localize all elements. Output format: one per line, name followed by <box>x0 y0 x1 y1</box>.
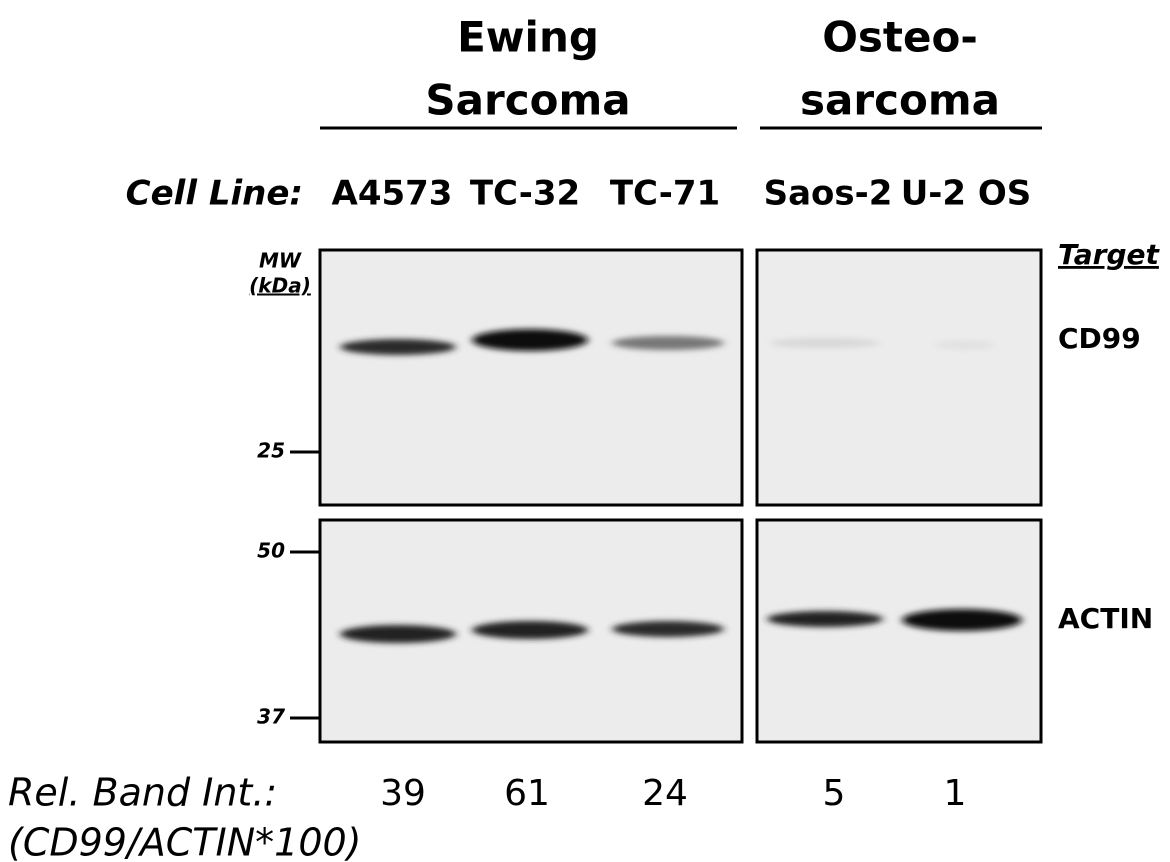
blot-panel <box>320 250 742 505</box>
mw-label: (kDa) <box>249 274 311 298</box>
target: CD99 <box>1058 322 1141 355</box>
rel-label: Rel. Band Int.: <box>8 771 277 815</box>
target: ACTIN <box>1058 602 1153 635</box>
cell-line: TC-32 <box>470 174 580 214</box>
mw-marker: 50 <box>257 539 285 563</box>
group-title: Sarcoma <box>425 76 630 125</box>
band <box>767 611 883 627</box>
band <box>340 625 456 643</box>
cell-line: A4573 <box>332 174 453 214</box>
band <box>340 339 456 355</box>
band <box>612 621 724 637</box>
group-title: Osteo- <box>822 13 978 62</box>
target-header: Target <box>1058 238 1161 271</box>
band <box>612 336 724 350</box>
rel-value: 5 <box>823 773 846 814</box>
rel-value: 1 <box>944 773 967 814</box>
group-title: sarcoma <box>800 76 1000 125</box>
mw-label: MW <box>259 249 302 273</box>
rel-value: 39 <box>380 773 426 814</box>
band <box>472 621 588 639</box>
band <box>770 338 880 348</box>
blot-panel <box>757 250 1041 505</box>
band <box>472 329 588 351</box>
group-title: Ewing <box>457 13 599 62</box>
mw-marker: 25 <box>257 439 285 463</box>
band <box>902 609 1022 631</box>
mw-marker: 37 <box>257 705 285 729</box>
figure: Ewing Sarcoma Osteo- sarcoma Cell Line: … <box>0 0 1170 862</box>
cell-line: TC-71 <box>610 174 720 214</box>
rel-value: 61 <box>504 773 550 814</box>
rel-formula: (CD99/ACTIN*100) <box>8 821 362 862</box>
blot-panel <box>757 520 1041 742</box>
cell-line: U-2 OS <box>901 174 1032 214</box>
cell-line-label: Cell Line: <box>126 174 303 214</box>
band <box>935 341 995 349</box>
cell-line: Saos-2 <box>764 174 893 214</box>
rel-value: 24 <box>642 773 688 814</box>
